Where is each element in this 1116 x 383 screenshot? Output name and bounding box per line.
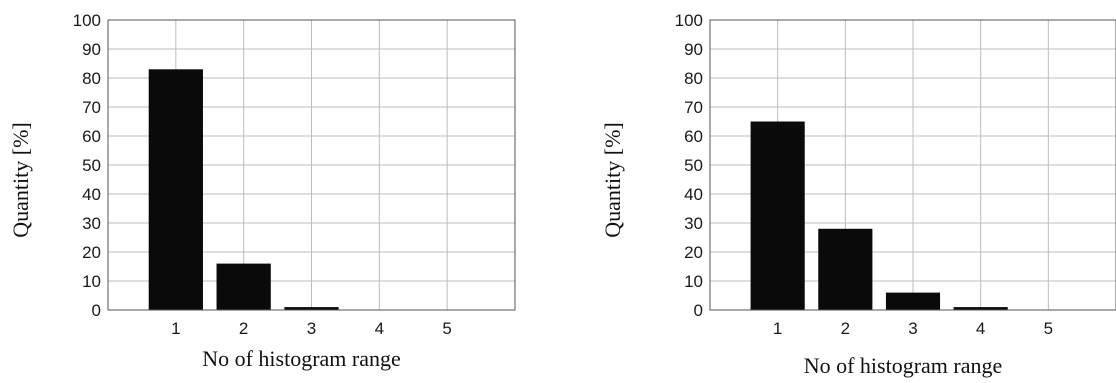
plot-frame <box>709 19 1116 311</box>
x-tick-label: 3 <box>307 319 316 338</box>
y-tick-label: 50 <box>82 156 101 175</box>
y-tick-label: 40 <box>684 185 703 204</box>
y-tick-label: 10 <box>82 272 101 291</box>
x-tick-label: 1 <box>171 319 180 338</box>
y-tick-label: 100 <box>675 11 703 30</box>
x-tick-label: 2 <box>239 319 248 338</box>
y-tick-label: 0 <box>92 301 101 320</box>
bar <box>818 228 873 310</box>
x-tick-label: 3 <box>908 319 917 338</box>
y-tick-label: 30 <box>82 214 101 233</box>
y-tick-label: 60 <box>82 127 101 146</box>
y-tick-label: 10 <box>684 272 703 291</box>
y-tick-label: 20 <box>82 243 101 262</box>
y-tick-label: 90 <box>684 40 703 59</box>
x-axis-title: No of histogram range <box>202 346 401 371</box>
y-axis-title: Quantity [%] <box>600 122 625 237</box>
y-tick-label: 60 <box>684 127 703 146</box>
bar <box>953 307 1008 310</box>
bar <box>216 263 271 310</box>
y-tick-label: 100 <box>73 11 101 30</box>
x-tick-label: 4 <box>375 319 384 338</box>
y-tick-label: 90 <box>82 40 101 59</box>
y-tick-label: 30 <box>684 214 703 233</box>
x-tick-label: 1 <box>773 319 782 338</box>
y-tick-label: 40 <box>82 185 101 204</box>
x-tick-label: 5 <box>442 319 451 338</box>
x-tick-label: 5 <box>1044 319 1053 338</box>
bar <box>750 121 805 310</box>
bar <box>148 69 203 310</box>
y-tick-label: 70 <box>684 98 703 117</box>
plot-frame <box>107 19 516 311</box>
bar <box>885 292 941 310</box>
chart-right: 0 10 20 30 40 50 60 70 80 90 100 1 2 3 4 5 No of histogr… <box>600 11 1116 378</box>
x-tick-label: 2 <box>841 319 850 338</box>
y-tick-label: 0 <box>694 301 703 320</box>
y-tick-label: 80 <box>684 69 703 88</box>
bar <box>284 307 339 310</box>
chart-left: 0 10 20 30 40 50 60 70 80 90 100 1 2 3 4 5 No of histogr… <box>8 11 516 371</box>
y-tick-label: 50 <box>684 156 703 175</box>
y-tick-label: 20 <box>684 243 703 262</box>
y-tick-label: 80 <box>82 69 101 88</box>
x-tick-label: 4 <box>976 319 985 338</box>
y-axis-title: Quantity [%] <box>8 122 33 237</box>
y-tick-label: 70 <box>82 98 101 117</box>
x-axis-title: No of histogram range <box>804 353 1003 378</box>
